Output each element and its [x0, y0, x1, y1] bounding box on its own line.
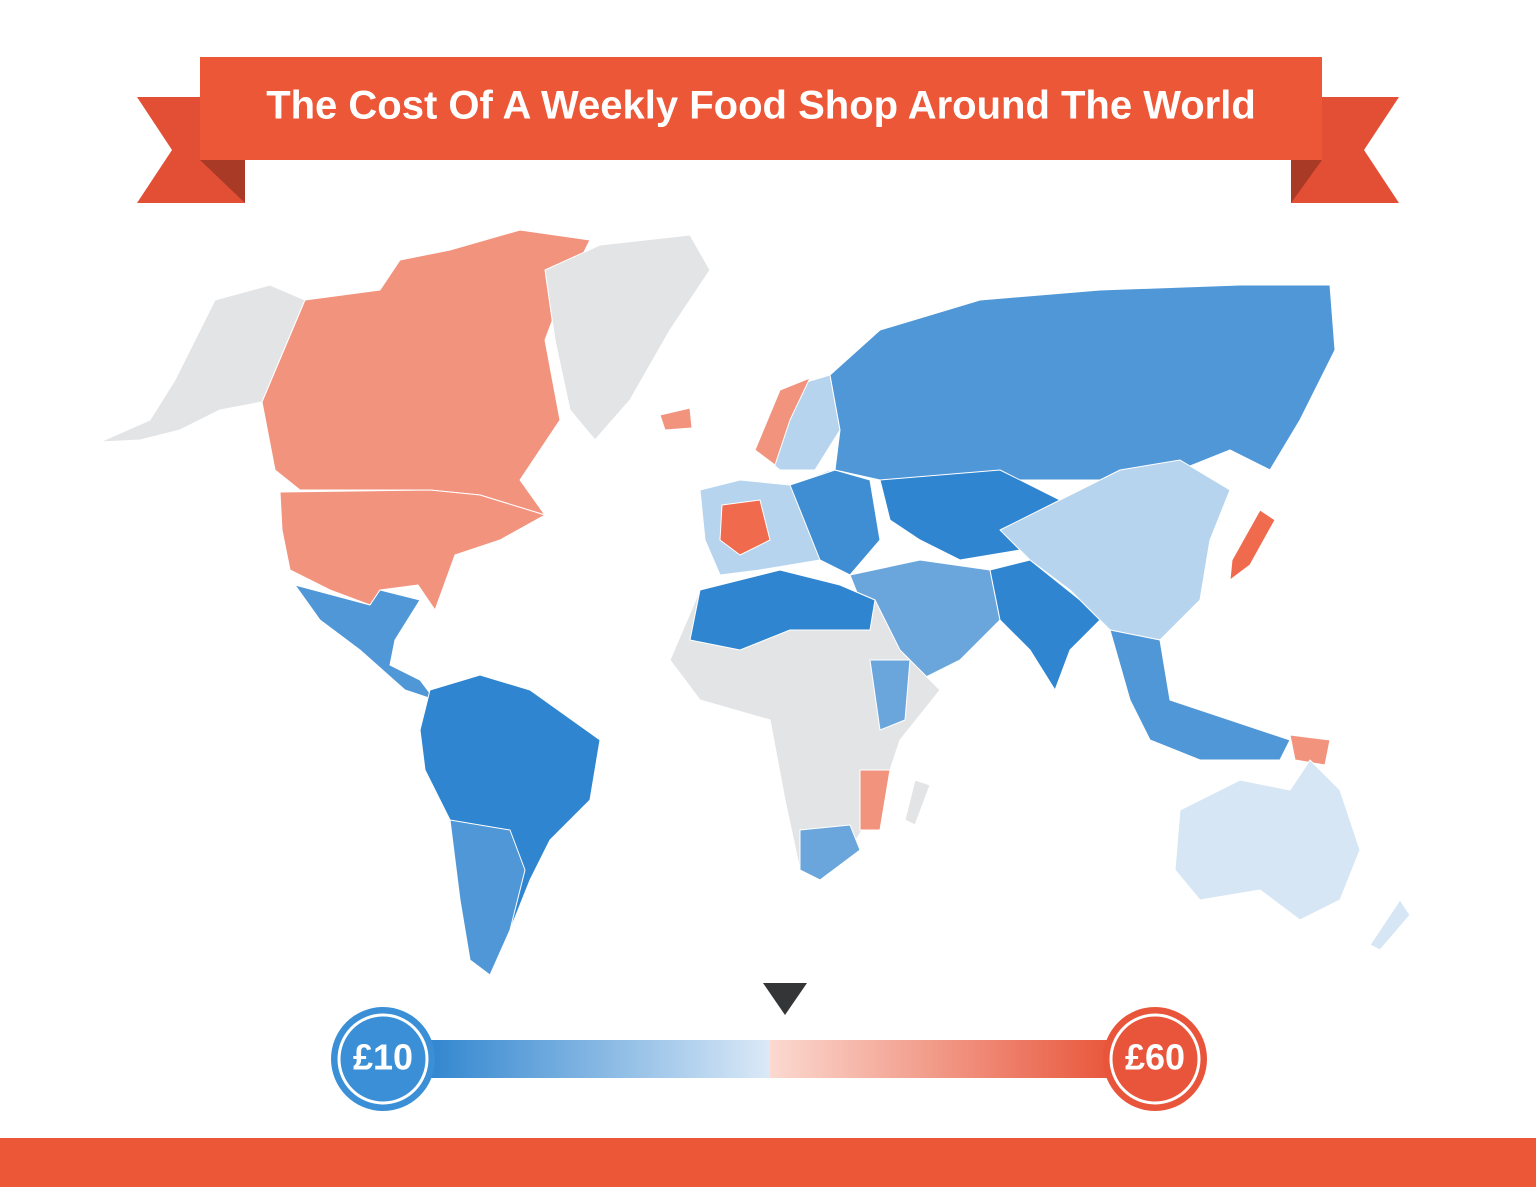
- region-south-africa: [799, 824, 861, 881]
- color-legend: £10 £60: [331, 983, 1207, 1111]
- region-usa: [279, 489, 546, 611]
- footer-bar: [0, 1138, 1536, 1187]
- region-png: [1289, 734, 1331, 766]
- title-banner: The Cost Of A Weekly Food Shop Around Th…: [137, 57, 1399, 203]
- region-east-africa: [869, 659, 911, 731]
- region-se-asia: [1109, 629, 1291, 761]
- region-new-zealand: [1369, 899, 1411, 951]
- legend-pointer: [763, 983, 807, 1015]
- region-india: [989, 559, 1101, 691]
- legend-max-ring: [1109, 1013, 1201, 1105]
- region-alaska: [99, 284, 306, 443]
- ribbon-body: [200, 57, 1322, 160]
- region-madagascar: [904, 779, 931, 826]
- legend-min-circle: [331, 1007, 435, 1111]
- region-mexico: [294, 584, 436, 701]
- region-norway: [754, 377, 811, 466]
- region-australia: [1174, 759, 1361, 921]
- region-mozambique: [859, 769, 891, 831]
- region-chile-argentina: [449, 819, 526, 976]
- region-iceland: [659, 407, 693, 431]
- region-japan: [1229, 509, 1276, 581]
- legend-max-circle: [1103, 1007, 1207, 1111]
- world-map: [99, 229, 1411, 976]
- region-china: [999, 459, 1231, 641]
- legend-gradient: [425, 1040, 1115, 1078]
- ribbon-fold-right: [1291, 160, 1322, 203]
- legend-max-label: £60: [1125, 1037, 1185, 1078]
- region-canada: [261, 229, 591, 516]
- ribbon-fold-left: [200, 160, 245, 203]
- legend-min-ring: [337, 1013, 429, 1105]
- chart-title: The Cost Of A Weekly Food Shop Around Th…: [266, 84, 1256, 128]
- legend-min-label: £10: [353, 1037, 413, 1078]
- region-north-africa: [689, 569, 876, 651]
- region-russia: [829, 284, 1336, 481]
- region-france: [719, 499, 771, 556]
- region-greenland: [544, 234, 711, 441]
